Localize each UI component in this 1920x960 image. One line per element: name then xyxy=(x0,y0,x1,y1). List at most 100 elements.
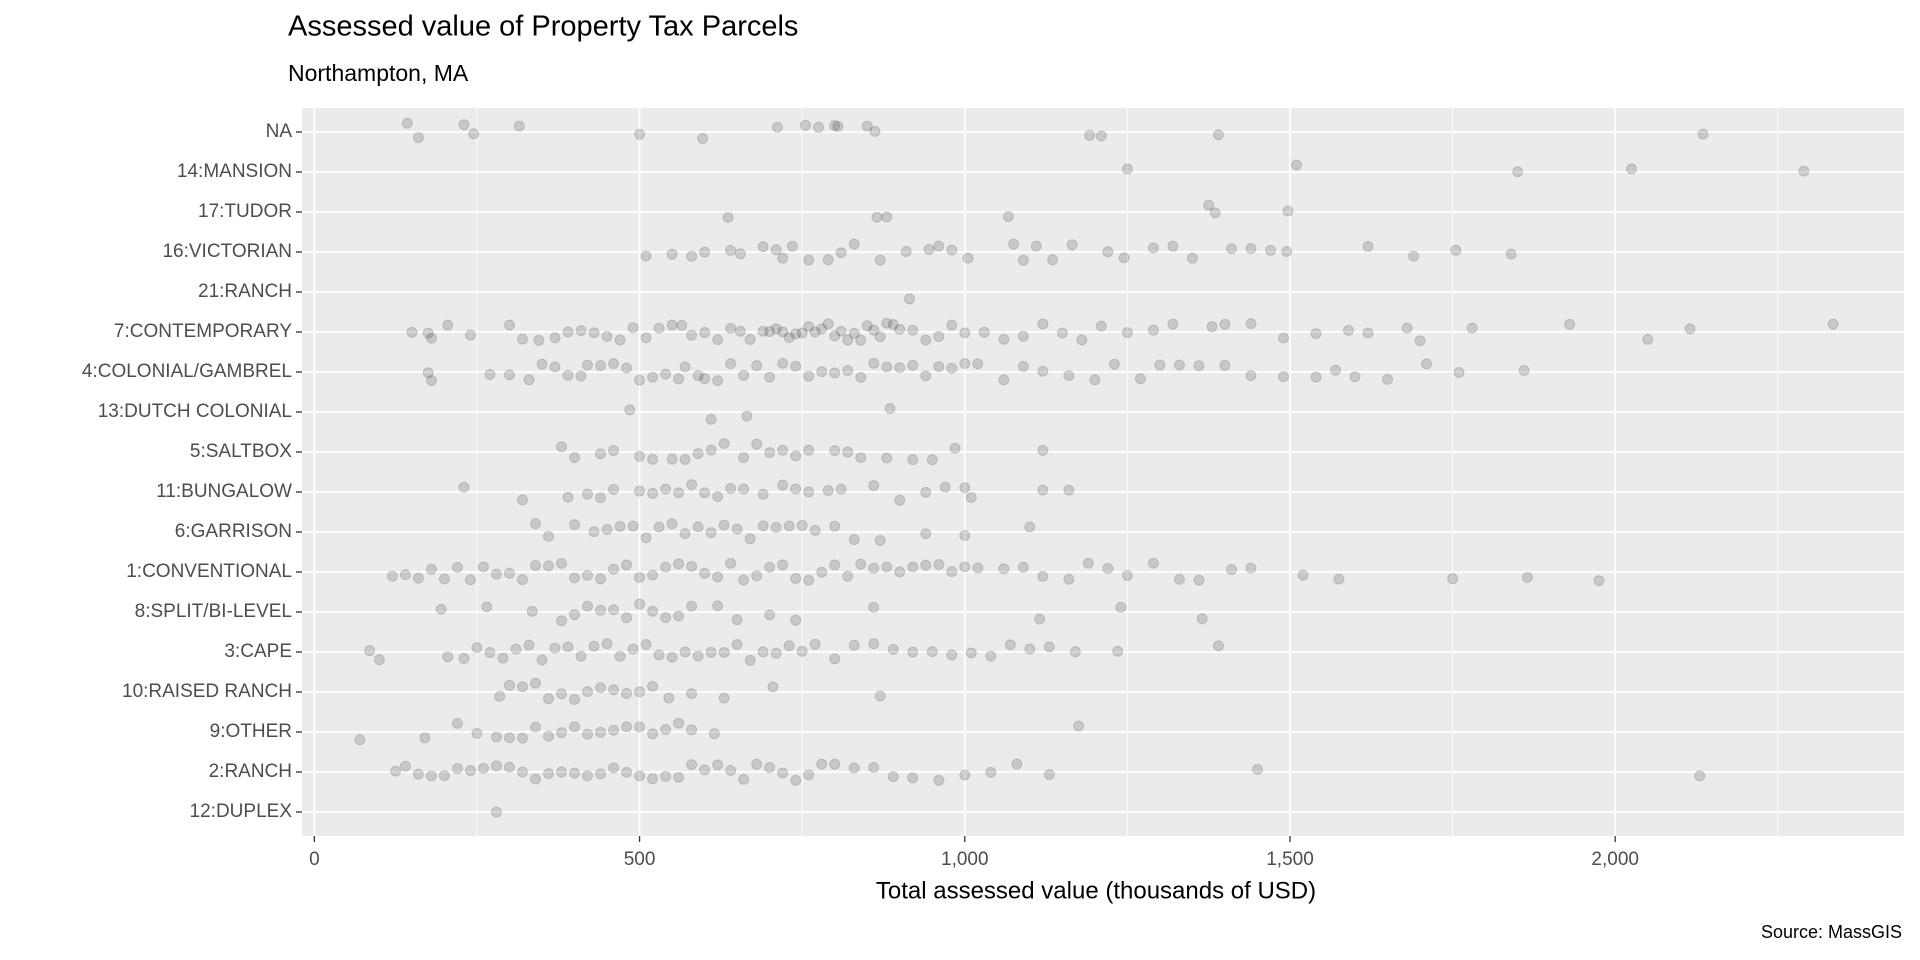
point xyxy=(425,563,437,575)
point xyxy=(1333,573,1345,585)
point xyxy=(812,121,824,133)
point xyxy=(1277,332,1289,344)
x-tick-label: 0 xyxy=(309,849,320,870)
point xyxy=(503,679,515,691)
point xyxy=(869,125,881,137)
point xyxy=(874,254,886,266)
point xyxy=(663,692,675,704)
point xyxy=(718,438,730,450)
point xyxy=(425,770,437,782)
point xyxy=(705,413,717,425)
point xyxy=(722,211,734,223)
point xyxy=(530,559,542,571)
point xyxy=(1219,359,1231,371)
point xyxy=(608,762,620,774)
point xyxy=(660,483,672,495)
point xyxy=(1102,562,1114,574)
point xyxy=(829,520,841,532)
point xyxy=(868,601,880,613)
point xyxy=(972,562,984,574)
point xyxy=(783,640,795,652)
point xyxy=(809,638,821,650)
point xyxy=(1291,159,1303,171)
point xyxy=(621,687,633,699)
point xyxy=(803,444,815,456)
point xyxy=(738,483,750,495)
point xyxy=(725,482,737,494)
point xyxy=(848,238,860,250)
y-tick-label: 14:MANSION xyxy=(177,161,292,182)
point xyxy=(790,328,802,340)
point xyxy=(822,318,834,330)
point xyxy=(1414,335,1426,347)
point xyxy=(796,519,808,531)
point xyxy=(621,721,633,733)
point xyxy=(1037,444,1049,456)
y-tick-label: 21:RANCH xyxy=(198,281,292,302)
point xyxy=(822,485,834,497)
point xyxy=(1330,364,1342,376)
point xyxy=(582,770,594,782)
point xyxy=(744,333,756,345)
point xyxy=(1066,239,1078,251)
point xyxy=(1121,327,1133,339)
point xyxy=(653,322,665,334)
point xyxy=(764,371,776,383)
point xyxy=(978,326,990,338)
point xyxy=(647,453,659,465)
point xyxy=(1518,365,1530,377)
point xyxy=(764,561,776,573)
point xyxy=(855,558,867,570)
point xyxy=(777,479,789,491)
point xyxy=(718,646,730,658)
point xyxy=(481,601,493,613)
point xyxy=(699,373,711,385)
point xyxy=(738,574,750,586)
point xyxy=(1684,323,1696,335)
point xyxy=(425,332,437,344)
point xyxy=(959,358,971,370)
point xyxy=(777,252,789,264)
point xyxy=(523,374,535,386)
point xyxy=(1112,645,1124,657)
point xyxy=(868,762,880,774)
point xyxy=(712,375,724,387)
point xyxy=(1362,327,1374,339)
point xyxy=(959,327,971,339)
point xyxy=(725,358,737,370)
point xyxy=(1076,334,1088,346)
point xyxy=(1043,769,1055,781)
point xyxy=(673,487,685,499)
point xyxy=(842,570,854,582)
point xyxy=(627,322,639,334)
point xyxy=(673,771,685,783)
point xyxy=(1063,573,1075,585)
y-tick-label: 7:CONTEMPORARY xyxy=(114,321,292,342)
point xyxy=(705,444,717,456)
point xyxy=(1251,763,1263,775)
point xyxy=(1063,370,1075,382)
point xyxy=(471,727,483,739)
point xyxy=(1154,359,1166,371)
point xyxy=(575,650,587,662)
point xyxy=(1084,129,1096,141)
point xyxy=(1089,374,1101,386)
point xyxy=(1173,573,1185,585)
point xyxy=(705,646,717,658)
point xyxy=(799,119,811,131)
point xyxy=(770,522,782,534)
point xyxy=(803,321,815,333)
point xyxy=(1421,358,1433,370)
point xyxy=(907,561,919,573)
point xyxy=(757,241,769,253)
point xyxy=(673,558,685,570)
point xyxy=(536,358,548,370)
x-axis-title: Total assessed value (thousands of USD) xyxy=(876,877,1316,904)
point xyxy=(1408,250,1420,262)
x-tick-label: 2,000 xyxy=(1591,849,1639,870)
y-tick-label: 12:DUPLEX xyxy=(190,801,293,822)
point xyxy=(1024,643,1036,655)
point xyxy=(855,334,867,346)
point xyxy=(1073,720,1085,732)
